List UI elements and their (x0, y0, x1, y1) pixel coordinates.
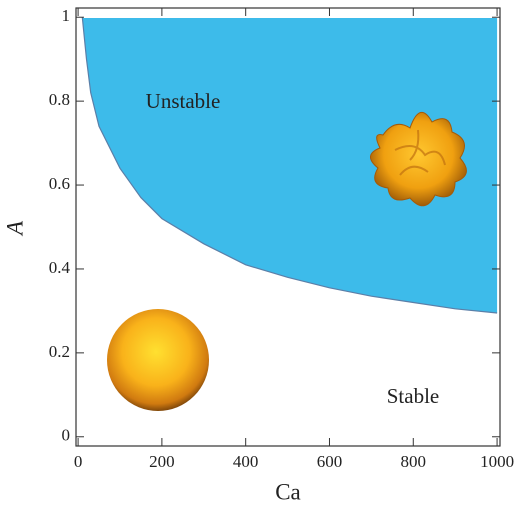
y-tick-label: 0.8 (49, 90, 70, 109)
x-tick-label: 800 (401, 452, 427, 471)
sphere-icon (107, 309, 209, 411)
x-tick-label: 0 (74, 452, 83, 471)
x-axis-title: Ca (275, 479, 301, 504)
chart: 0 200 400 600 800 1000 0 0.2 0.4 0.6 0.8 1 Unstable… (0, 0, 523, 508)
y-tick-label: 0.2 (49, 342, 70, 361)
x-tick-label: 400 (233, 452, 259, 471)
x-tick-label: 200 (149, 452, 175, 471)
y-tick-label: 0 (62, 426, 71, 445)
y-tick-label: 1 (62, 6, 71, 25)
annotation: Stable (387, 384, 440, 408)
annotation: Unstable (146, 89, 221, 113)
x-tick-label: 600 (317, 452, 343, 471)
y-tick-label: 0.6 (49, 174, 70, 193)
x-tick-label: 1000 (480, 452, 514, 471)
y-tick-label: 0.4 (49, 258, 71, 277)
y-axis-title: A (2, 220, 27, 237)
